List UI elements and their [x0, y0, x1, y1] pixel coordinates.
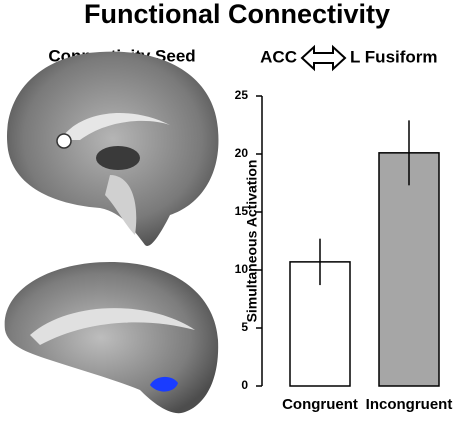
y-tick-label: 5 — [241, 320, 248, 334]
brain-image-seed — [6, 51, 219, 246]
chart-title-left: ACC — [260, 47, 297, 66]
x-tick-label: Incongruent — [366, 396, 453, 413]
y-tick-label: 10 — [235, 262, 249, 276]
bar — [378, 152, 440, 387]
y-axis-label: Simultaneous Activation — [244, 160, 260, 323]
y-tick-label: 20 — [235, 146, 249, 160]
brain-image-fusiform — [4, 262, 219, 414]
y-tick-label: 15 — [235, 204, 249, 218]
x-tick-label: Congruent — [282, 396, 358, 413]
double-arrow — [300, 44, 347, 72]
figure-title: Functional Connectivity — [84, 0, 390, 29]
chart-title-right: L Fusiform — [350, 47, 438, 66]
y-tick-label: 25 — [235, 88, 249, 102]
y-tick-label: 0 — [241, 378, 248, 392]
